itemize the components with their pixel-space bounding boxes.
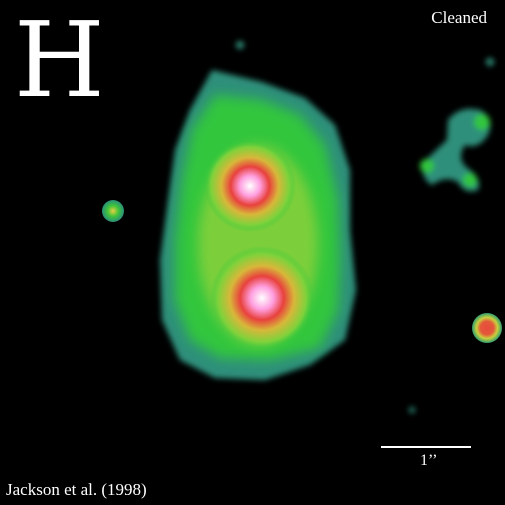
band-label: H [14, 0, 105, 121]
quasar-image-a [204, 140, 296, 232]
compact-source-left [102, 200, 124, 222]
faint-features-right [236, 41, 494, 413]
quasar-image-b [210, 246, 314, 350]
scale-bar [381, 446, 471, 448]
status-label: Cleaned [431, 8, 487, 27]
compact-source-right [472, 313, 502, 343]
credit-text: Jackson et al. (1998) [6, 480, 147, 499]
scale-bar-label: 1’’ [420, 452, 438, 469]
